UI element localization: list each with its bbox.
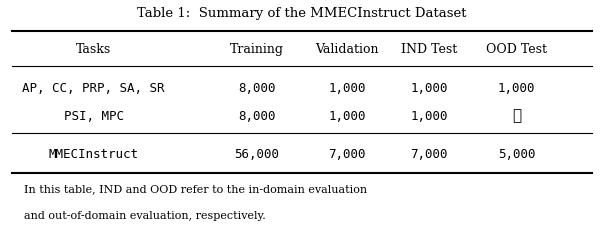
Text: 7,000: 7,000: [329, 148, 366, 161]
Text: ✗: ✗: [512, 109, 521, 123]
Text: Table 1:  Summary of the MMECInstruct Dataset: Table 1: Summary of the MMECInstruct Dat…: [137, 7, 467, 20]
Text: 1,000: 1,000: [410, 82, 448, 95]
Text: PSI, MPC: PSI, MPC: [63, 110, 124, 123]
Text: AP, CC, PRP, SA, SR: AP, CC, PRP, SA, SR: [22, 82, 165, 95]
Text: 56,000: 56,000: [234, 148, 279, 161]
Text: and out-of-domain evaluation, respectively.: and out-of-domain evaluation, respective…: [24, 211, 266, 221]
Text: 1,000: 1,000: [410, 110, 448, 123]
Text: Validation: Validation: [315, 43, 379, 56]
Text: 8,000: 8,000: [238, 82, 275, 95]
Text: Tasks: Tasks: [76, 43, 111, 56]
Text: Training: Training: [230, 43, 284, 56]
Text: MMECInstruct: MMECInstruct: [48, 148, 139, 161]
Text: 7,000: 7,000: [410, 148, 448, 161]
Text: In this table, IND and OOD refer to the in-domain evaluation: In this table, IND and OOD refer to the …: [24, 185, 367, 195]
Text: OOD Test: OOD Test: [486, 43, 547, 56]
Text: 5,000: 5,000: [498, 148, 535, 161]
Text: 8,000: 8,000: [238, 110, 275, 123]
Text: IND Test: IND Test: [400, 43, 457, 56]
Text: 1,000: 1,000: [329, 110, 366, 123]
Text: 1,000: 1,000: [329, 82, 366, 95]
Text: 1,000: 1,000: [498, 82, 535, 95]
